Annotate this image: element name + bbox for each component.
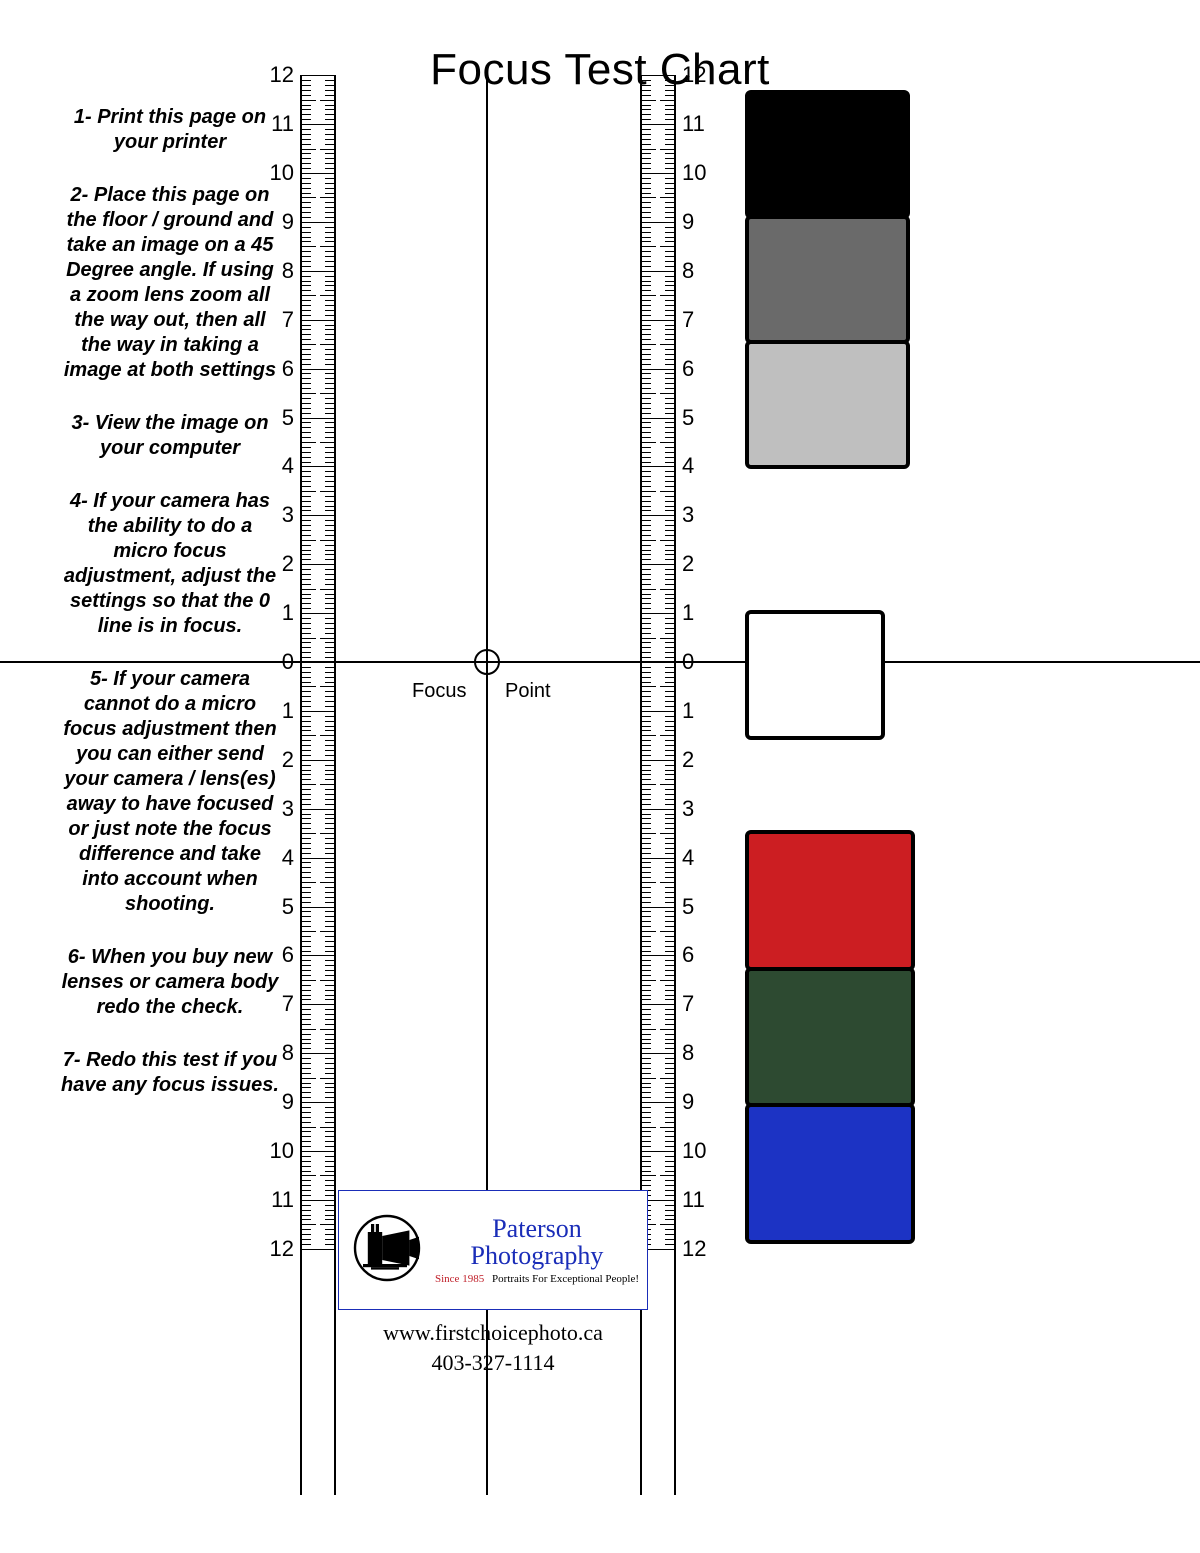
- ruler-number: 10: [682, 160, 706, 186]
- ruler-number: 8: [264, 258, 294, 284]
- ruler-number: 8: [264, 1040, 294, 1066]
- ruler-number: 10: [682, 1138, 706, 1164]
- brand-tagline: Portraits For Exceptional People!: [492, 1273, 639, 1285]
- ruler-number: 7: [264, 307, 294, 333]
- ruler-number: 7: [682, 991, 694, 1017]
- ruler-number: 6: [264, 942, 294, 968]
- ruler-number: 4: [264, 845, 294, 871]
- instruction-step: 3- View the image on your computer: [60, 411, 280, 461]
- ruler-number: 5: [682, 405, 694, 431]
- ruler-number: 9: [682, 209, 694, 235]
- color-swatch: [745, 830, 915, 971]
- ruler-number: 11: [264, 1187, 294, 1213]
- brand-url: www.firstchoicephoto.ca: [338, 1320, 648, 1346]
- camera-icon: [347, 1208, 427, 1293]
- ruler-number: 9: [264, 209, 294, 235]
- color-swatch: [745, 967, 915, 1108]
- ruler-number: 1: [682, 600, 694, 626]
- instruction-step: 1- Print this page on your printer: [60, 105, 280, 155]
- ruler-number: 11: [682, 111, 705, 137]
- grayscale-swatch-stack: [745, 90, 910, 469]
- color-swatch: [745, 90, 910, 219]
- ruler-number: 6: [264, 356, 294, 382]
- page-title: Focus Test Chart: [0, 45, 1200, 95]
- instruction-step: 4- If your camera has the ability to do …: [60, 489, 280, 639]
- ruler-number: 2: [264, 551, 294, 577]
- instruction-step: 6- When you buy new lenses or camera bod…: [60, 945, 280, 1020]
- ruler-number: 2: [682, 551, 694, 577]
- ruler-number: 6: [682, 942, 694, 968]
- ruler-number: 0: [264, 649, 294, 675]
- color-swatch: [745, 1103, 915, 1244]
- ruler-number: 4: [682, 453, 694, 479]
- ruler-number: 5: [264, 405, 294, 431]
- ruler-number: 11: [682, 1187, 705, 1213]
- ruler-number: 1: [682, 698, 694, 724]
- instruction-step: 7- Redo this test if you have any focus …: [60, 1048, 280, 1098]
- brand-name-line1: Paterson: [435, 1215, 639, 1242]
- ruler-number: 12: [264, 1236, 294, 1262]
- left-ruler: 1211109876543210123456789101112: [300, 75, 336, 1495]
- ruler-number: 7: [682, 307, 694, 333]
- ruler-number: 1: [264, 600, 294, 626]
- ruler-number: 1: [264, 698, 294, 724]
- ruler-number: 4: [264, 453, 294, 479]
- ruler-number: 3: [682, 796, 694, 822]
- ruler-number: 8: [682, 1040, 694, 1066]
- ruler-number: 7: [264, 991, 294, 1017]
- ruler-number: 10: [264, 160, 294, 186]
- ruler-number: 4: [682, 845, 694, 871]
- rgb-swatch-stack: [745, 830, 915, 1244]
- instruction-step: 2- Place this page on the floor / ground…: [60, 183, 280, 383]
- ruler-number: 3: [264, 796, 294, 822]
- ruler-number: 3: [682, 502, 694, 528]
- brand-logo-card: Paterson Photography Since 1985 Portrait…: [338, 1190, 648, 1310]
- white-swatch: [745, 610, 885, 740]
- ruler-number: 8: [682, 258, 694, 284]
- ruler-number: 11: [264, 111, 294, 137]
- brand-name-line2: Photography: [435, 1242, 639, 1269]
- horizontal-axis: [0, 661, 1200, 663]
- ruler-number: 3: [264, 502, 294, 528]
- instruction-step: 5- If your camera cannot do a micro focu…: [60, 667, 280, 917]
- brand-phone: 403-327-1114: [338, 1350, 648, 1376]
- ruler-number: 0: [682, 649, 694, 675]
- ruler-number: 12: [682, 1236, 706, 1262]
- color-swatch: [745, 215, 910, 344]
- color-swatch: [745, 340, 910, 469]
- ruler-number: 5: [682, 894, 694, 920]
- brand-since: Since 1985: [435, 1273, 484, 1285]
- ruler-number: 2: [682, 747, 694, 773]
- ruler-number: 12: [264, 62, 294, 88]
- instructions-block: 1- Print this page on your printer 2- Pla…: [60, 105, 280, 1126]
- ruler-number: 9: [682, 1089, 694, 1115]
- focus-label-right: Point: [505, 680, 551, 703]
- ruler-number: 2: [264, 747, 294, 773]
- focus-point-circle: [474, 649, 500, 675]
- focus-label-left: Focus: [412, 680, 466, 703]
- ruler-number: 6: [682, 356, 694, 382]
- ruler-number: 12: [682, 62, 706, 88]
- ruler-number: 9: [264, 1089, 294, 1115]
- ruler-number: 5: [264, 894, 294, 920]
- ruler-number: 10: [264, 1138, 294, 1164]
